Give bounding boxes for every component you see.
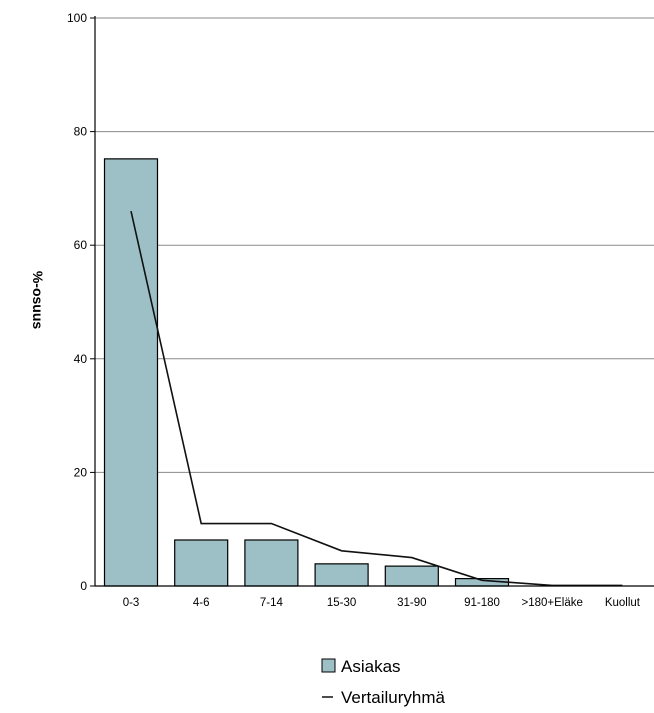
legend: Asiakas Vertailuryhmä [321,657,445,707]
x-tick-label: Kuollut [605,597,641,609]
x-tick-labels: 0-3 4-6 7-14 15-30 31-90 91-180 >180+Eläke Kuol… [123,597,641,609]
legend-label-asiakas: Asiakas [341,657,401,676]
gridlines [90,17,654,587]
axes [94,16,654,587]
bar-15-30 [314,563,369,587]
y-tick-label: 80 [74,125,88,139]
bar-7-14 [244,539,299,587]
legend-swatch-asiakas [321,658,336,673]
y-tick-label: 0 [80,579,87,593]
line-series [130,210,623,587]
x-tick-label: 31-90 [397,597,426,609]
x-tick-label: 7-14 [260,597,284,609]
legend-label-vertailuryhma: Vertailuryhmä [341,688,445,707]
y-tick-labels: 0 20 40 60 80 100 [67,11,87,593]
series-line-vertailuryhma [130,210,623,587]
x-tick-label: 15-30 [327,597,356,609]
bar-31-90 [384,565,439,587]
bar-4-6 [174,539,229,587]
y-axis-title: %-osuus [30,271,46,330]
y-tick-label: 100 [67,11,87,25]
y-tick-label: 60 [74,238,88,252]
x-tick-label: 0-3 [123,597,140,609]
x-tick-label: >180+Eläke [522,597,583,609]
bars [103,158,510,587]
x-tick-label: 4-6 [193,597,210,609]
bar-0-3 [103,158,159,587]
y-tick-label: 20 [74,465,88,479]
x-tick-label: 91-180 [464,597,500,609]
y-tick-label: 40 [74,352,88,366]
